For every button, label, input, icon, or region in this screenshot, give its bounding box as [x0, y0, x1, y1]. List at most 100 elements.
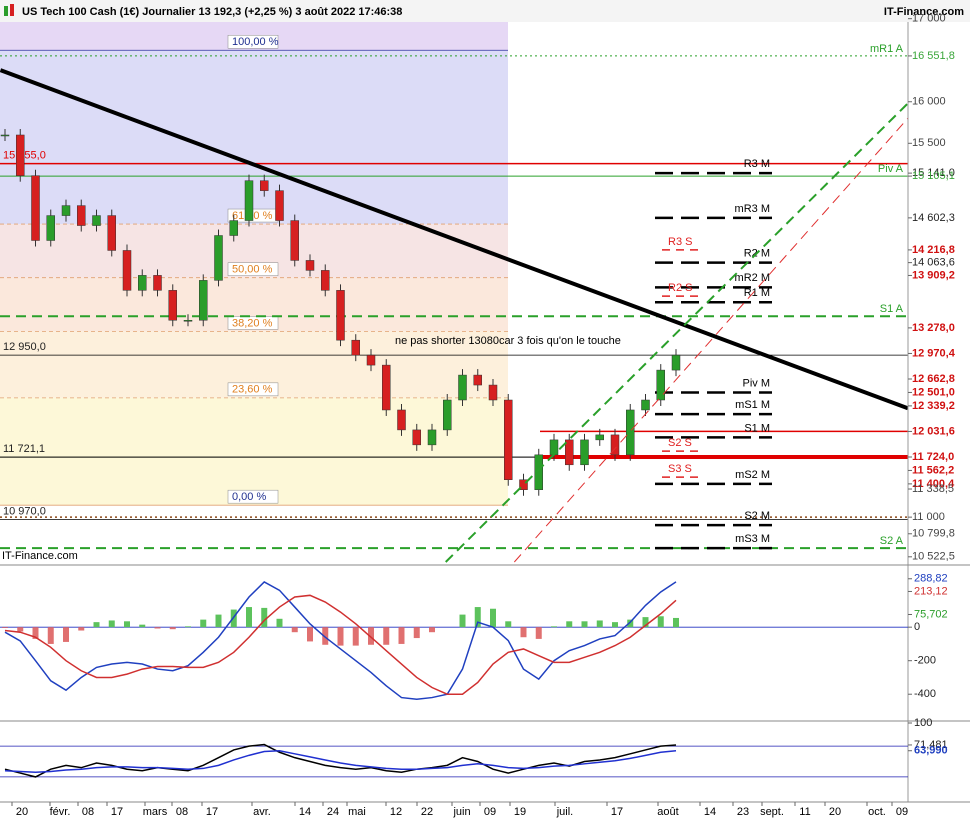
- y-tick-label: 0: [914, 621, 920, 633]
- candle: [671, 354, 681, 371]
- candle: [595, 434, 604, 441]
- y-tick-label: -400: [914, 688, 936, 700]
- candle: [77, 205, 86, 226]
- candle: [366, 354, 376, 366]
- monthly-pivot-label: Piv M: [743, 377, 771, 389]
- y-tick-label: 12 031,6: [912, 425, 955, 437]
- x-tick-label: 20: [829, 806, 841, 818]
- candle: [336, 290, 345, 341]
- y-tick-label: 75,702: [914, 608, 948, 620]
- candle: [107, 215, 116, 251]
- y-tick-label: 15 500: [912, 137, 946, 149]
- candle: [504, 399, 513, 481]
- histogram-bar: [429, 627, 435, 633]
- candle: [382, 364, 391, 411]
- y-tick-label: 14 063,6: [912, 257, 955, 269]
- weekly-pivot-label: S2 S: [668, 437, 692, 449]
- trend-line: [0, 68, 909, 411]
- fib-label: 23,60 %: [232, 384, 273, 396]
- histogram-bar: [596, 620, 603, 628]
- candle: [397, 409, 406, 431]
- candle: [290, 220, 299, 261]
- candle: [443, 399, 452, 431]
- histogram-bar: [246, 607, 252, 628]
- candle: [305, 260, 315, 271]
- histogram-bar: [474, 607, 481, 628]
- y-tick-label: 14 602,3: [912, 212, 955, 224]
- candle: [153, 275, 162, 291]
- histogram-bar: [124, 621, 130, 628]
- x-tick-label: févr.: [50, 806, 71, 818]
- annual-pivot-label: mR1 A: [870, 43, 904, 55]
- candle: [473, 374, 482, 386]
- x-tick-label: 17: [206, 806, 218, 818]
- x-tick-label: août: [657, 806, 678, 818]
- y-tick-label: 16 000: [912, 96, 946, 108]
- x-tick-label: 08: [176, 806, 188, 818]
- monthly-pivot-label: R1 M: [744, 287, 770, 299]
- candle: [92, 215, 101, 226]
- histogram-bar: [520, 627, 527, 638]
- histogram-bar: [673, 617, 679, 628]
- histogram-bar: [230, 609, 237, 628]
- y-tick-label: 11 724,0: [912, 451, 954, 463]
- source: IT-Finance.com: [884, 6, 964, 18]
- histogram-bar: [322, 627, 329, 645]
- histogram-bar: [566, 621, 573, 628]
- x-tick-label: 14: [704, 806, 716, 818]
- indicator-line: [4, 749, 677, 774]
- monthly-pivot-label: R3 M: [744, 158, 770, 170]
- level-label: 10 970,0: [3, 506, 46, 518]
- fib-label-box: [227, 34, 279, 49]
- histogram-bar: [63, 627, 69, 642]
- candle: [656, 369, 665, 401]
- histogram-bar: [612, 622, 618, 628]
- x-tick-label: 14: [299, 806, 311, 818]
- y-tick-label: 10 522,5: [912, 551, 955, 563]
- fib-label: 100,00 %: [232, 36, 279, 48]
- fib-label-box: [227, 382, 279, 397]
- y-tick-label: 14 216,8: [912, 244, 955, 256]
- x-tick-label: 19: [514, 806, 526, 818]
- histogram-bar: [2, 627, 8, 629]
- histogram-bar: [291, 627, 298, 633]
- histogram-bar: [398, 627, 405, 644]
- candle: [0, 134, 10, 137]
- histogram-bar: [185, 626, 191, 628]
- histogram-bar: [169, 627, 176, 630]
- candle: [321, 270, 330, 291]
- histogram-bar: [505, 621, 512, 628]
- level-label: 12 950,0: [3, 341, 46, 353]
- histogram-bar: [368, 627, 374, 645]
- candle: [626, 409, 635, 456]
- y-tick-label: 10 799,8: [912, 528, 955, 540]
- candle: [214, 235, 223, 281]
- monthly-pivot-label: mR2 M: [735, 272, 770, 284]
- y-tick-label: 12 339,2: [912, 400, 955, 412]
- x-tick-label: 09: [896, 806, 908, 818]
- icon: [4, 6, 8, 16]
- candle: [549, 439, 559, 456]
- candle: [122, 250, 132, 291]
- candle: [138, 275, 147, 291]
- x-tick-label: 17: [611, 806, 623, 818]
- candle: [610, 434, 620, 456]
- y-tick-label: 63,990: [914, 745, 948, 757]
- histogram-bar: [642, 617, 649, 628]
- histogram-bar: [200, 619, 207, 628]
- y-tick-label: 17 000: [912, 13, 946, 25]
- monthly-pivot-label: mS2 M: [735, 469, 770, 481]
- candle: [199, 280, 208, 321]
- trend-line: [445, 102, 909, 563]
- candle: [565, 439, 574, 466]
- histogram-bar: [535, 627, 542, 639]
- fib-label-box: [227, 262, 279, 276]
- icon: [10, 4, 14, 16]
- y-tick-label: 11 000: [912, 511, 945, 523]
- level-label: 11 721,1: [3, 443, 45, 455]
- histogram-bar: [337, 627, 344, 646]
- histogram-bar: [78, 627, 85, 631]
- weekly-pivot-label: R2 S: [668, 282, 692, 294]
- x-tick-label: 22: [421, 806, 433, 818]
